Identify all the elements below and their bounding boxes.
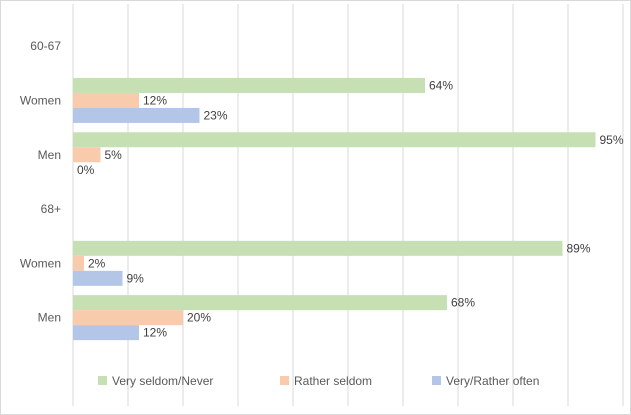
- bar: [73, 295, 447, 311]
- data-label: 12%: [143, 326, 167, 340]
- data-label: 12%: [143, 93, 167, 107]
- legend-swatch: [432, 376, 441, 385]
- bar: [73, 92, 139, 108]
- bar: [73, 77, 425, 93]
- data-label: 95%: [600, 133, 624, 147]
- data-label: 0%: [77, 163, 95, 177]
- category-label: 68+: [41, 202, 61, 216]
- bar: [73, 132, 596, 148]
- data-label: 2%: [88, 256, 106, 270]
- legend-swatch: [98, 376, 107, 385]
- bar: [73, 240, 563, 256]
- bar: [73, 107, 200, 123]
- data-label: 68%: [451, 296, 475, 310]
- bar: [73, 147, 101, 163]
- bar: [73, 255, 84, 271]
- data-label: 20%: [187, 311, 211, 325]
- data-label: 9%: [127, 271, 145, 285]
- category-label: Women: [20, 93, 61, 107]
- category-label: Men: [38, 148, 61, 162]
- legend-label: Rather seldom: [294, 374, 372, 388]
- bar: [73, 310, 183, 326]
- category-label: 60-67: [30, 39, 61, 53]
- legend-swatch: [280, 376, 289, 385]
- data-label: 64%: [429, 78, 453, 92]
- legend-label: Very/Rather often: [446, 374, 539, 388]
- category-label: Men: [38, 311, 61, 325]
- category-label: Women: [20, 256, 61, 270]
- data-label: 23%: [204, 108, 228, 122]
- data-label: 89%: [567, 241, 591, 255]
- legend-label: Very seldom/Never: [112, 374, 213, 388]
- bar: [73, 325, 139, 341]
- data-label: 5%: [105, 148, 123, 162]
- bar: [73, 270, 123, 286]
